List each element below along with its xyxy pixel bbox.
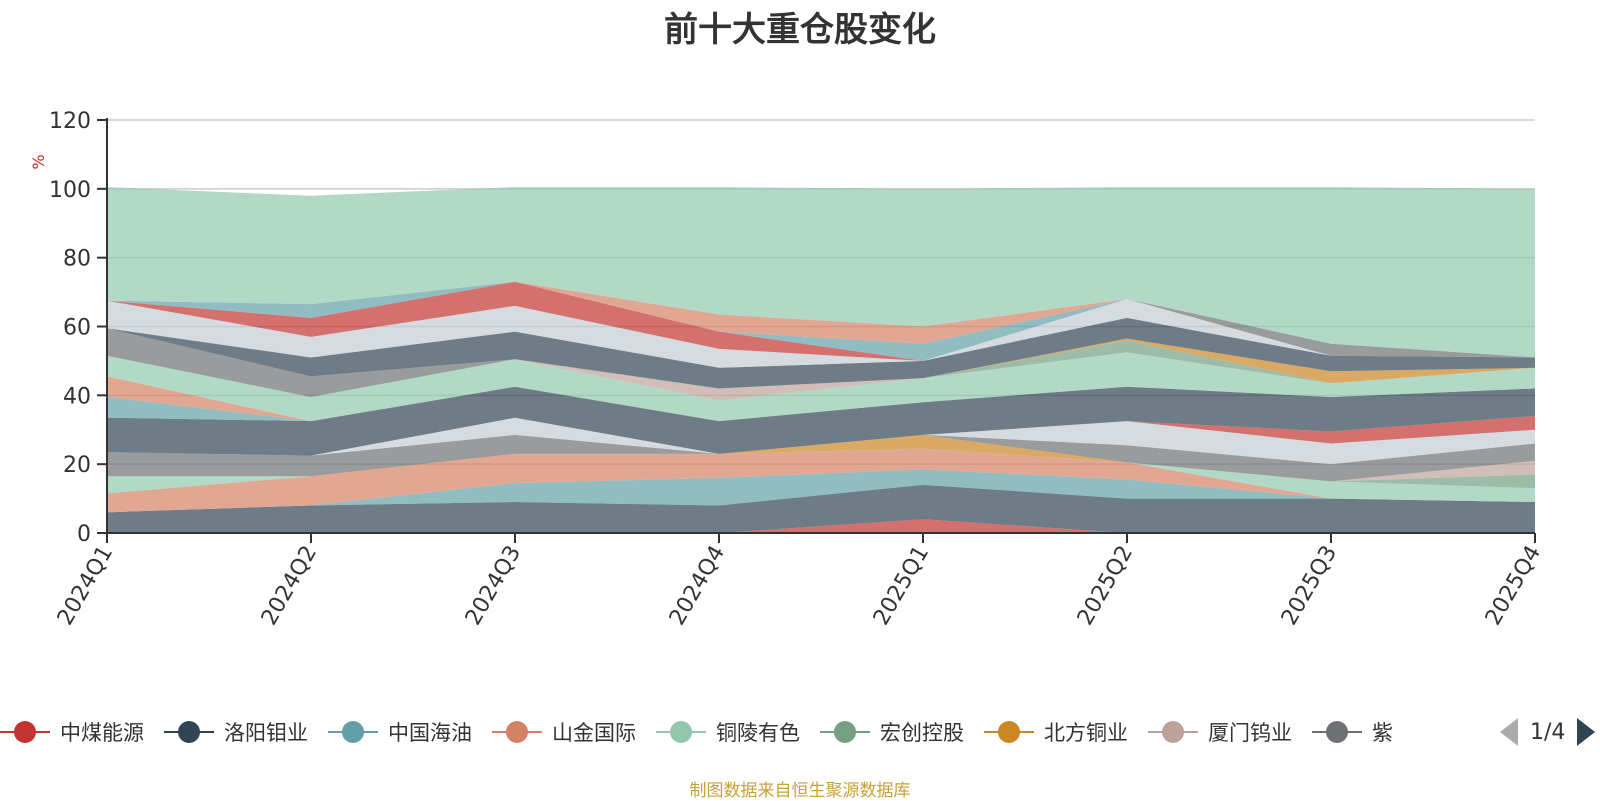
area-series-16 xyxy=(107,338,1535,422)
y-tick-label-4: 80 xyxy=(63,247,91,272)
legend-marker-icon xyxy=(492,720,542,744)
area-series-3 xyxy=(107,448,1535,513)
legend-item-label: 厦门钨业 xyxy=(1208,721,1292,745)
y-tick-label-3: 60 xyxy=(63,316,91,341)
legend-page-indicator: 1/4 xyxy=(1530,719,1566,745)
x-tick-label-0: 2024Q1 xyxy=(53,542,118,630)
area-series-0 xyxy=(107,519,1535,533)
legend-marker-icon xyxy=(984,720,1034,744)
area-series-4 xyxy=(107,448,1535,503)
legend-item-4[interactable]: 铜陵有色 xyxy=(656,712,800,752)
legend-marker-icon xyxy=(656,720,706,744)
legend-pager: 1/4 xyxy=(1500,712,1596,752)
legend-marker-icon xyxy=(328,720,378,744)
area-series-19 xyxy=(107,328,1535,401)
legend-prev-page-icon[interactable] xyxy=(1500,718,1518,746)
area-series-layer xyxy=(107,187,1535,533)
x-tick-label-5: 2025Q2 xyxy=(1073,542,1138,630)
area-series-2 xyxy=(107,469,1535,513)
y-tick-label-1: 20 xyxy=(63,453,91,478)
area-series-9 xyxy=(107,417,1535,465)
legend-item-label: 紫 xyxy=(1372,721,1393,745)
legend-marker-icon xyxy=(1312,720,1362,744)
legend-item-7[interactable]: 厦门钨业 xyxy=(1148,712,1292,752)
x-tick-label-3: 2024Q4 xyxy=(665,542,730,630)
legend-item-5[interactable]: 宏创控股 xyxy=(820,712,964,752)
chart-title: 前十大重仓股变化 xyxy=(664,10,936,50)
area-series-11 xyxy=(107,386,1535,456)
legend-item-8[interactable]: 紫 xyxy=(1312,712,1393,752)
area-series-10 xyxy=(107,415,1535,456)
area-series-7 xyxy=(107,434,1535,482)
y-tick-label-2: 40 xyxy=(63,384,91,409)
x-tick-label-2: 2024Q3 xyxy=(461,542,526,630)
area-series-22 xyxy=(107,281,1535,361)
y-tick-label-6: 120 xyxy=(49,109,91,134)
legend-item-label: 宏创控股 xyxy=(880,721,964,745)
legend-next-page-icon[interactable] xyxy=(1577,718,1596,746)
legend-item-2[interactable]: 中国海油 xyxy=(328,712,472,752)
y-axis-unit-label: % xyxy=(29,154,48,169)
legend-item-0[interactable]: 中煤能源 xyxy=(0,712,144,752)
x-tick-label-4: 2025Q1 xyxy=(869,542,934,630)
legend-marker-icon xyxy=(0,720,50,744)
legend: 中煤能源 洛阳钼业 中国海油 山金国际 铜陵有色 宏创控股 北方铜业 厦门钨业 紫 xyxy=(0,712,1465,752)
area-series-20 xyxy=(107,317,1535,389)
area-series-26 xyxy=(107,187,1535,358)
legend-marker-icon xyxy=(820,720,870,744)
area-series-23 xyxy=(107,281,1535,361)
y-tick-label-0: 0 xyxy=(77,522,91,547)
area-series-8 xyxy=(107,434,1535,482)
area-series-25 xyxy=(107,281,1535,358)
data-source-note: 制图数据来自恒生聚源数据库 xyxy=(689,781,911,801)
legend-item-label: 山金国际 xyxy=(552,721,636,745)
legend-item-1[interactable]: 洛阳钼业 xyxy=(164,712,308,752)
x-tick-label-7: 2025Q4 xyxy=(1481,542,1546,630)
legend-item-6[interactable]: 北方铜业 xyxy=(984,712,1128,752)
legend-item-label: 洛阳钼业 xyxy=(224,721,308,745)
x-tick-label-6: 2025Q3 xyxy=(1277,542,1342,630)
area-series-21 xyxy=(107,298,1535,368)
area-series-1 xyxy=(107,484,1535,533)
legend-item-3[interactable]: 山金国际 xyxy=(492,712,636,752)
x-tick-label-1: 2024Q2 xyxy=(257,542,322,630)
legend-marker-icon xyxy=(164,720,214,744)
legend-item-label: 铜陵有色 xyxy=(716,721,800,745)
area-series-12 xyxy=(107,352,1535,422)
y-tick-label-5: 100 xyxy=(49,178,91,203)
legend-item-label: 北方铜业 xyxy=(1044,721,1128,745)
legend-marker-icon xyxy=(1148,720,1198,744)
legend-item-label: 中煤能源 xyxy=(60,721,144,745)
legend-item-label: 中国海油 xyxy=(388,721,472,745)
